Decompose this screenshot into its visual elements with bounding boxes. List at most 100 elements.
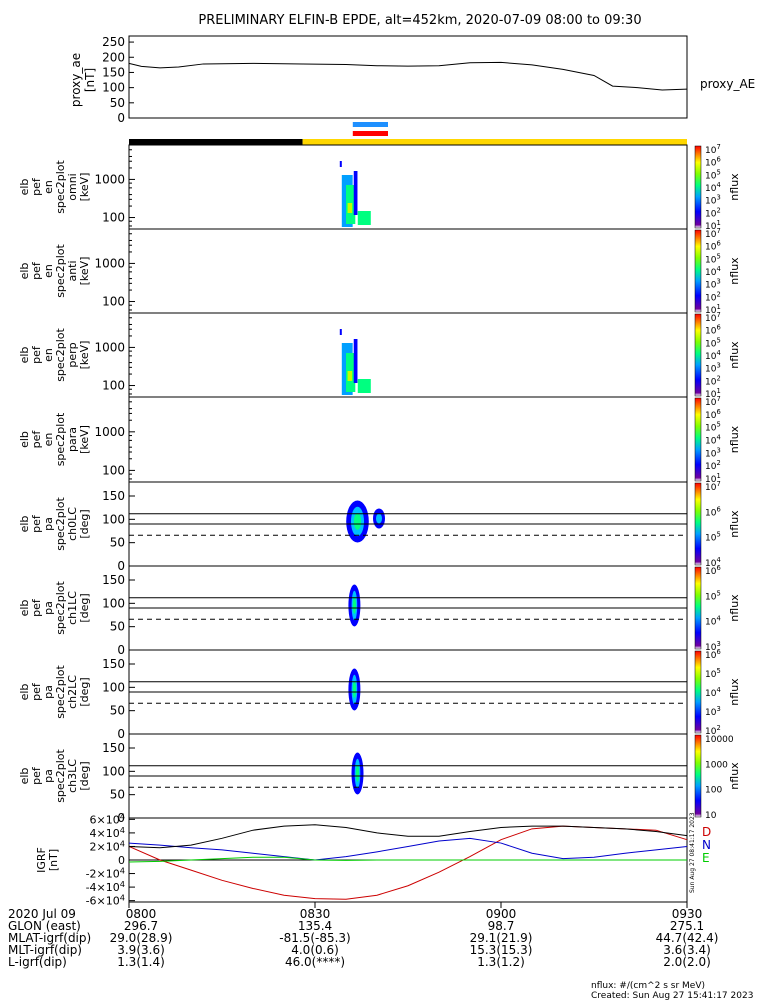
igrf-series-line <box>128 837 688 861</box>
sci-zone-marker <box>352 131 388 136</box>
colorbar-tick-label: 102 <box>705 290 721 303</box>
x-table-value: 4.0(0.6) <box>291 943 339 957</box>
igrf-ytick-label: 6×104 <box>90 811 125 826</box>
figure-title: PRELIMINARY ELFIN-B EPDE, alt=452km, 202… <box>198 13 641 28</box>
igrf-ytick-label: -6×104 <box>86 893 125 908</box>
spectrogram-pixel <box>347 203 353 213</box>
colorbar-tick-label: 105 <box>705 168 721 181</box>
colorbar <box>694 566 702 650</box>
spectrogram-ytick-label: 0 <box>117 727 125 741</box>
proxy-ae-legend: proxy_AE <box>700 77 755 91</box>
colorbar-tick-label: 107 <box>705 143 721 156</box>
sci-zone-marker <box>352 122 388 127</box>
spectrogram-ytick-label: 100 <box>102 379 125 393</box>
colorbar-label: nflux <box>728 510 741 538</box>
spectrogram-background <box>129 229 687 313</box>
colorbar-tick-label: 102 <box>705 724 721 737</box>
igrf-series-line <box>128 856 687 863</box>
colorbar-tick-label: 103 <box>705 705 721 718</box>
colorbar-tick-label: 106 <box>705 505 721 518</box>
colorbar-tick-label: 101 <box>705 219 721 232</box>
spectrogram-ylabel: elbpefenspec2plotomni[keV] <box>18 160 91 214</box>
colorbar <box>694 145 702 229</box>
colorbar-tick-label: 106 <box>705 240 721 253</box>
igrf-legend-entry: E <box>702 851 710 865</box>
spectrogram-ytick-label: 1000 <box>94 425 125 439</box>
spectrogram-panel: 0 50 100 150 elbpefpaspec2plotch3LC[deg] 10 10… <box>18 733 741 825</box>
igrf-ylabel: IGRF[nT] <box>35 847 60 873</box>
spectrogram-ylabel: elbpefpaspec2plotch0LC[deg] <box>18 497 91 551</box>
created-footer: Created: Sun Aug 27 15:41:17 2023 <box>591 991 753 1000</box>
spectrogram-pixel <box>339 329 342 335</box>
spectrogram-pixel <box>357 379 371 393</box>
spectrogram-pixel <box>357 211 371 225</box>
spectrogram-panel: 0 50 100 150 elbpefpaspec2plotch1LC[deg] 103 1… <box>18 564 741 657</box>
colorbar-tick-label: 1000 <box>705 760 728 770</box>
x-table-value: 15.3(15.3) <box>470 943 533 957</box>
colorbar-tick-label: 103 <box>705 278 721 291</box>
spectrogram-ylabel: elbpefenspec2plotperp[keV] <box>18 328 91 382</box>
colorbar-tick-label: 104 <box>705 265 721 278</box>
proxy-ae-ytick-label: 150 <box>102 65 125 79</box>
x-table-value: 3.6(3.4) <box>663 943 711 957</box>
spectrogram-ylabel: elbpefpaspec2plotch3LC[deg] <box>18 749 91 803</box>
x-table-value: 3.9(3.6) <box>117 943 165 957</box>
spectrogram-background <box>129 313 687 397</box>
x-table-value: 98.7 <box>488 919 515 933</box>
spectrogram-panel: 0 50 100 150 elbpefpaspec2plotch2LC[deg] 102 1… <box>18 648 741 741</box>
colorbar-tick-label: 101 <box>705 472 721 485</box>
colorbar-tick-label: 103 <box>705 362 721 375</box>
spectrogram-ytick-label: 50 <box>110 788 125 802</box>
igrf-legend-entry: D <box>702 825 711 839</box>
spectrogram-ytick-label: 0 <box>117 811 125 825</box>
proxy-ae-ylabel: proxy_ae[nT] <box>69 53 97 107</box>
colorbar-tick-label: 103 <box>705 640 721 653</box>
proxy-ae-ytick-label: 250 <box>102 35 125 49</box>
colorbar-tick-label: 102 <box>705 206 721 219</box>
spectrogram-ylabel: elbpefenspec2plotanti[keV] <box>18 244 91 298</box>
colorbar-label: nflux <box>728 762 741 790</box>
spectrogram-ytick-label: 50 <box>110 704 125 718</box>
colorbar-tick-label: 107 <box>705 311 721 324</box>
colorbar-tick-label: 102 <box>705 374 721 387</box>
colorbar-tick-label: 104 <box>705 556 721 569</box>
spectrogram-panel: 1001000elbpefenspec2plotpara[keV]1011021… <box>18 395 741 485</box>
colorbar-tick-label: 100 <box>705 786 722 796</box>
igrf-ytick-label: -4×104 <box>86 879 125 894</box>
spectrogram-pixel <box>352 597 356 614</box>
colorbar-label: nflux <box>728 341 741 369</box>
x-table-value: 29.1(21.9) <box>470 931 533 945</box>
spectrogram-background <box>129 397 687 482</box>
spectrogram-panel: 1001000elbpefenspec2plotomni[keV]1011021… <box>18 143 741 232</box>
spectrogram-panel: 1001000elbpefenspec2plotperp[keV]1011021… <box>18 311 741 400</box>
colorbar-tick-label: 106 <box>705 324 721 337</box>
spectrogram-ylabel: elbpefpaspec2plotch1LC[deg] <box>18 581 91 635</box>
colorbar-tick-label: 104 <box>705 349 721 362</box>
spectrogram-ytick-label: 100 <box>102 512 125 526</box>
colorbar-tick-label: 107 <box>705 395 721 408</box>
spectrogram-panel: 1001000elbpefenspec2plotanti[keV]1011021… <box>18 227 741 316</box>
spectrogram-pixel <box>355 765 360 782</box>
spectrogram-pixel <box>352 681 356 698</box>
colorbar-tick-label: 101 <box>705 303 721 316</box>
status-bar-segment <box>129 139 303 145</box>
spectrogram-ytick-label: 100 <box>102 764 125 778</box>
colorbar-label: nflux <box>728 678 741 706</box>
igrf-ytick-label: -2×104 <box>86 866 125 881</box>
colorbar-tick-label: 106 <box>705 156 721 169</box>
colorbar <box>694 313 702 397</box>
x-table-value: 296.7 <box>124 919 158 933</box>
colorbar-tick-label: 104 <box>705 686 721 699</box>
status-bar-segment <box>302 139 687 145</box>
x-table-time-label: 0830 <box>300 907 331 921</box>
colorbar-tick-label: 106 <box>705 408 721 421</box>
colorbar-tick-label: 107 <box>705 227 721 240</box>
colorbar <box>694 650 702 734</box>
spectrogram-ytick-label: 150 <box>102 489 125 503</box>
colorbar-tick-label: 103 <box>705 446 721 459</box>
spectrogram-ytick-label: 0 <box>117 559 125 573</box>
colorbar-tick-label: 103 <box>705 194 721 207</box>
x-table-value: 1.3(1.4) <box>117 955 165 969</box>
spectrogram-ytick-label: 150 <box>102 741 125 755</box>
